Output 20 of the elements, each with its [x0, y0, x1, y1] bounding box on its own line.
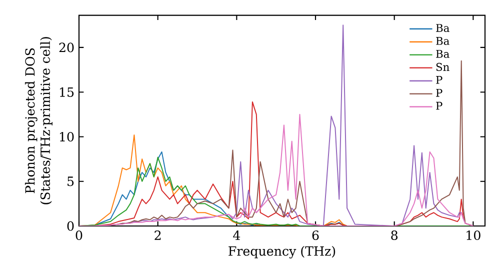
y-tick-label: 0 [67, 221, 74, 231]
x-tick-label: 6 [312, 230, 319, 240]
x-tick-label: 10 [466, 230, 480, 240]
x-tick-label: 8 [391, 230, 398, 240]
y-tick-label: 5 [68, 176, 74, 186]
legend-label: P [436, 88, 442, 97]
y-tick-label: 15 [60, 87, 74, 97]
x-tick-label: 4 [233, 230, 240, 240]
x-tick-label: 0 [76, 230, 82, 240]
y-tick-label: 20 [59, 42, 74, 52]
legend-label: Ba [436, 50, 450, 58]
legend-label: P [436, 76, 442, 84]
legend-label: Sn [436, 62, 450, 71]
y-tick-label: 10 [60, 132, 74, 142]
legend-label: Ba [436, 24, 450, 32]
legend-label: Ba [436, 37, 450, 45]
y-axis-title: Phonon projected DOS (States/THz·primitive cell) [24, 37, 52, 204]
legend-label: P [436, 102, 442, 110]
x-tick-label: 2 [154, 230, 161, 240]
x-axis-title: Frequency (THz) [228, 246, 336, 258]
